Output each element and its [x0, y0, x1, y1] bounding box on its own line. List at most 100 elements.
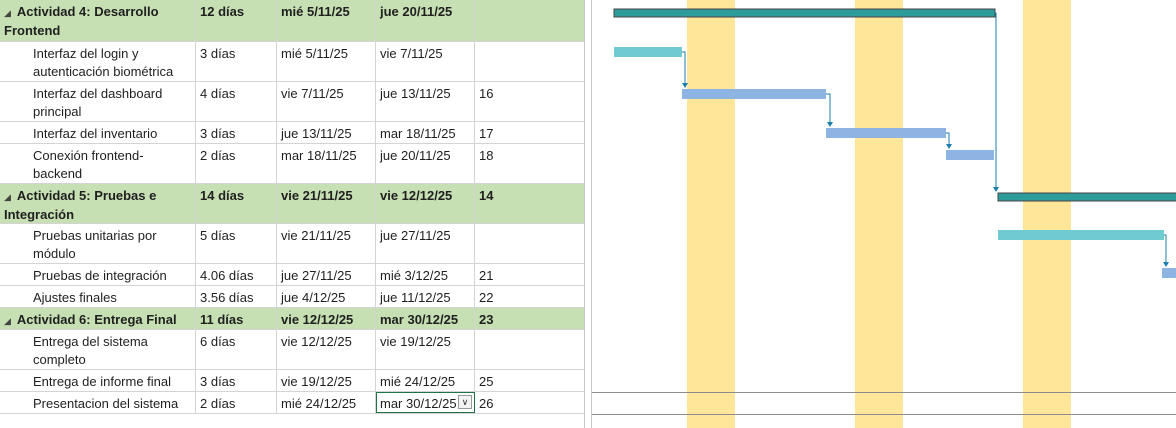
task-name-cell[interactable]: ◢ Actividad 6: Entrega Final [0, 308, 196, 329]
summary-task-row[interactable]: ◢ Actividad 6: Entrega Final 11 días vie 12… [0, 308, 584, 330]
task-name-cell[interactable]: Ajustes finales [0, 286, 196, 307]
start-date-cell[interactable]: mié 24/12/25 [277, 392, 376, 413]
end-date-cell[interactable]: mar 30/12/25 [376, 308, 475, 329]
collapse-triangle-icon[interactable]: ◢ [4, 316, 11, 326]
summary-bar[interactable] [997, 192, 1176, 202]
duration-cell[interactable]: 4 días [196, 82, 277, 121]
predecessors-cell[interactable] [475, 330, 584, 369]
dependency-arrow-icon [993, 187, 999, 192]
start-date-cell[interactable]: jue 13/11/25 [277, 122, 376, 143]
dependency-arrow-icon [827, 122, 833, 127]
duration-cell[interactable]: 2 días [196, 144, 277, 183]
task-name-cell[interactable]: Pruebas de integración [0, 264, 196, 285]
task-row[interactable]: Interfaz del login y autenticación biomé… [0, 42, 584, 82]
predecessors-cell[interactable]: 25 [475, 370, 584, 391]
task-row[interactable]: Conexión frontend-backend 2 días mar 18/11… [0, 144, 584, 184]
duration-cell[interactable]: 4.06 días [196, 264, 277, 285]
predecessors-cell[interactable] [475, 42, 584, 81]
task-bar[interactable] [682, 89, 826, 99]
duration-cell[interactable]: 11 días [196, 308, 277, 329]
duration-cell[interactable]: 3 días [196, 370, 277, 391]
task-name-cell[interactable]: Interfaz del dashboard principal [0, 82, 196, 121]
task-row[interactable]: Interfaz del inventario 3 días jue 13/11/2… [0, 122, 584, 144]
predecessors-cell[interactable] [475, 0, 584, 41]
summary-task-row[interactable]: ◢ Actividad 5: Pruebas e Integración 14 dí… [0, 184, 584, 224]
date-dropdown-icon[interactable]: ∨ [458, 395, 472, 409]
start-date-cell[interactable]: mar 18/11/25 [277, 144, 376, 183]
end-date-cell[interactable]: jue 27/11/25 [376, 224, 475, 263]
split-divider[interactable] [584, 0, 592, 428]
task-row[interactable]: Pruebas de integración 4.06 días jue 27/11… [0, 264, 584, 286]
task-name-cell-text: Actividad 4: Desarrollo Frontend [4, 4, 159, 38]
task-row[interactable]: Ajustes finales 3.56 días jue 4/12/25 jue 1… [0, 286, 584, 308]
task-row[interactable]: Interfaz del dashboard principal 4 días vi… [0, 82, 584, 122]
collapse-triangle-icon[interactable]: ◢ [4, 8, 11, 18]
start-date-cell[interactable]: mié 5/11/25 [277, 42, 376, 81]
start-date-cell[interactable]: vie 12/12/25 [277, 330, 376, 369]
start-date-cell[interactable]: jue 4/12/25 [277, 286, 376, 307]
start-date-cell[interactable]: jue 27/11/25 [277, 264, 376, 285]
summary-task-row[interactable]: ◢ Actividad 4: Desarrollo Frontend 12 días… [0, 0, 584, 42]
end-date-cell[interactable]: mié 24/12/25 [376, 370, 475, 391]
predecessors-cell[interactable]: 23 [475, 308, 584, 329]
duration-cell[interactable]: 14 días [196, 184, 277, 223]
task-bar[interactable] [998, 230, 1164, 240]
task-bar[interactable] [946, 150, 994, 160]
predecessors-cell[interactable]: 14 [475, 184, 584, 223]
end-date-cell-text: jue 27/11/25 [380, 228, 451, 243]
start-date-cell[interactable]: vie 21/11/25 [277, 184, 376, 223]
end-date-cell[interactable]: mar 18/11/25 [376, 122, 475, 143]
task-name-cell[interactable]: Interfaz del login y autenticación biomé… [0, 42, 196, 81]
start-date-cell[interactable]: vie 19/12/25 [277, 370, 376, 391]
end-date-cell[interactable]: vie 19/12/25 [376, 330, 475, 369]
predecessors-cell-text: 16 [479, 86, 494, 101]
duration-cell[interactable]: 3.56 días [196, 286, 277, 307]
task-name-cell[interactable]: Entrega del sistema completo [0, 330, 196, 369]
end-date-cell-text: mié 3/12/25 [380, 268, 448, 283]
task-name-cell[interactable]: Conexión frontend-backend [0, 144, 196, 183]
task-row[interactable]: Entrega del sistema completo 6 días vie 12… [0, 330, 584, 370]
duration-cell-text: 3 días [200, 46, 236, 61]
task-row[interactable]: Entrega de informe final 3 días vie 19/12/… [0, 370, 584, 392]
predecessors-cell[interactable]: 16 [475, 82, 584, 121]
start-date-cell[interactable]: vie 21/11/25 [277, 224, 376, 263]
task-name-cell-text: Entrega de informe final [33, 374, 172, 389]
end-date-cell[interactable]: vie 7/11/25 [376, 42, 475, 81]
task-name-cell[interactable]: Presentacion del sistema [0, 392, 196, 413]
predecessors-cell[interactable]: 21 [475, 264, 584, 285]
predecessors-cell[interactable]: 18 [475, 144, 584, 183]
predecessors-cell[interactable] [475, 224, 584, 263]
task-name-cell[interactable]: Pruebas unitarias por módulo [0, 224, 196, 263]
duration-cell[interactable]: 12 días [196, 0, 277, 41]
task-name-cell[interactable]: ◢ Actividad 4: Desarrollo Frontend [0, 0, 196, 41]
collapse-triangle-icon[interactable]: ◢ [4, 192, 11, 202]
end-date-cell[interactable]: jue 20/11/25 [376, 0, 475, 41]
end-date-cell[interactable]: jue 20/11/25 [376, 144, 475, 183]
duration-cell[interactable]: 3 días [196, 42, 277, 81]
duration-cell[interactable]: 5 días [196, 224, 277, 263]
duration-cell[interactable]: 2 días [196, 392, 277, 413]
start-date-cell[interactable]: vie 12/12/25 [277, 308, 376, 329]
duration-cell-text: 3.56 días [200, 290, 254, 305]
task-row[interactable]: Presentacion del sistema 2 días mié 24/12/… [0, 392, 584, 414]
summary-bar[interactable] [613, 8, 996, 18]
duration-cell[interactable]: 6 días [196, 330, 277, 369]
predecessors-cell[interactable]: 22 [475, 286, 584, 307]
end-date-cell[interactable]: mar 30/12/25 ∨ [376, 392, 475, 413]
task-name-cell[interactable]: ◢ Actividad 5: Pruebas e Integración [0, 184, 196, 223]
task-name-cell[interactable]: Entrega de informe final [0, 370, 196, 391]
task-name-cell[interactable]: Interfaz del inventario [0, 122, 196, 143]
predecessors-cell[interactable]: 26 [475, 392, 584, 413]
predecessors-cell[interactable]: 17 [475, 122, 584, 143]
end-date-cell[interactable]: jue 13/11/25 [376, 82, 475, 121]
task-bar[interactable] [614, 47, 682, 57]
duration-cell[interactable]: 3 días [196, 122, 277, 143]
start-date-cell[interactable]: mié 5/11/25 [277, 0, 376, 41]
start-date-cell[interactable]: vie 7/11/25 [277, 82, 376, 121]
task-bar[interactable] [1162, 268, 1176, 278]
end-date-cell[interactable]: jue 11/12/25 [376, 286, 475, 307]
end-date-cell[interactable]: vie 12/12/25 [376, 184, 475, 223]
task-row[interactable]: Pruebas unitarias por módulo 5 días vie 21… [0, 224, 584, 264]
end-date-cell[interactable]: mié 3/12/25 [376, 264, 475, 285]
task-bar[interactable] [826, 128, 946, 138]
